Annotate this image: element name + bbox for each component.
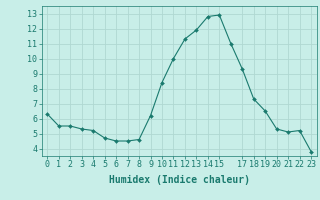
X-axis label: Humidex (Indice chaleur): Humidex (Indice chaleur) [109, 175, 250, 185]
